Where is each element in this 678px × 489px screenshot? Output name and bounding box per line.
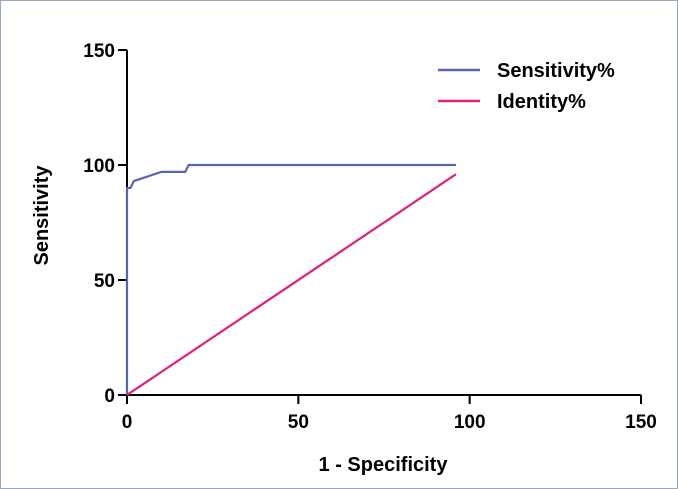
legend-label: Identity%	[497, 91, 586, 113]
series-line-1	[125, 163, 456, 395]
y-axis-label: Sensitivity	[31, 165, 53, 266]
x-axis-label: 1 - Specificity	[319, 454, 449, 476]
legend-label: Sensitivity%	[497, 60, 615, 82]
x-tick-label: 0	[122, 412, 133, 433]
y-tick-label: 150	[83, 41, 115, 62]
y-tick-label: 0	[104, 386, 115, 407]
x-tick-label: 50	[288, 412, 309, 433]
y-tick-label: 50	[94, 271, 115, 292]
series-line-2	[126, 173, 457, 396]
x-tick-label: 150	[625, 412, 657, 433]
y-tick-label: 100	[83, 156, 115, 177]
x-tick-label: 100	[454, 412, 486, 433]
